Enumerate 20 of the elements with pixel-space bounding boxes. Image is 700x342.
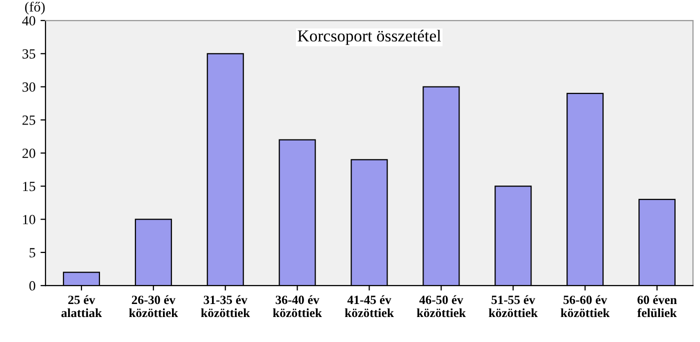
y-tick-label: 25 (22, 116, 36, 125)
x-tick-label: 25 év alattiak (61, 295, 102, 318)
y-tick-label: 0 (29, 281, 36, 291)
y-tick-label: 15 (23, 182, 36, 192)
x-tick-label: 41-45 év közöttiek (344, 295, 394, 318)
x-tick-label: 46-50 év közöttiek (416, 295, 466, 318)
x-tick-label: 26-30 év közöttiek (129, 295, 178, 318)
y-axis-title: (fő) (25, 2, 45, 14)
y-tick-label: 40 (22, 16, 36, 26)
y-tick-label: 10 (23, 214, 36, 224)
y-tick-label: 5 (30, 248, 36, 258)
text: Korcsoport összetétel (298, 30, 441, 45)
x-tick-label: 31-35 év közöttiek (201, 295, 250, 318)
x-tick-label: 60 éven felüliek (637, 295, 677, 318)
x-tick-label: 36-40 év közöttiek (272, 295, 322, 318)
y-tick-label: 30 (22, 82, 36, 92)
x-tick-label: 51-55 év közöttiek (488, 295, 538, 318)
y-tick-label: 35 (22, 49, 36, 59)
x-tick-label: 56-60 év közöttiek (560, 295, 610, 318)
y-tick-label: 20 (22, 148, 36, 158)
